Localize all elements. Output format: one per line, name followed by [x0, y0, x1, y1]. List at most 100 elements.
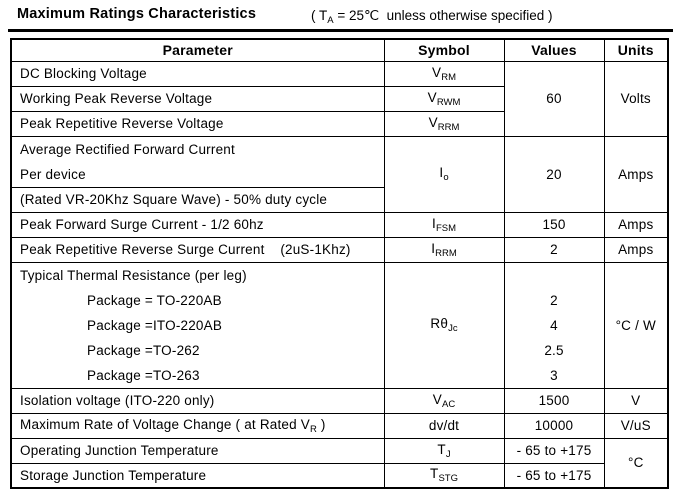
unit-amps-forward: Amps — [603, 135, 669, 213]
value-dvdt: 10000 — [503, 412, 605, 439]
thermal-title: Typical Thermal Resistance (per leg) — [20, 267, 247, 283]
thermal-value-ito220ab: 4 — [550, 317, 558, 333]
table-row-avg-forward-current: Average Rectified Forward Current Per de… — [10, 135, 669, 213]
unit-volts-per-microsecond: V/uS — [603, 412, 669, 439]
table-row-reverse-surge: Peak Repetitive Reverse Surge Current (2… — [10, 236, 669, 263]
title-underline — [8, 29, 673, 32]
conditions-subscript: A — [327, 15, 334, 26]
table-row-forward-surge: Peak Forward Surge Current - 1/2 60hz IF… — [10, 211, 669, 238]
symbol-vac: VAC — [383, 387, 505, 414]
param-text-pre: Maximum Rate of Voltage Change ( at Rate… — [20, 416, 310, 432]
symbol-base: I — [431, 240, 436, 256]
param-line-2: Per device — [20, 166, 86, 182]
thermal-value-to262: 2.5 — [544, 342, 564, 358]
param-line-1: Average Rectified Forward Current — [20, 141, 235, 157]
package-to262: Package =TO-262 — [87, 342, 200, 358]
symbol-subscript: RM — [441, 71, 456, 83]
symbol-tstg: TSTG — [383, 462, 505, 489]
package-to220ab: Package = TO-220AB — [87, 292, 222, 308]
unit-celsius-per-watt: °C / W — [603, 261, 669, 389]
symbol-ifsm: IFSM — [383, 211, 505, 238]
symbol-subscript: STG — [438, 473, 458, 485]
conditions-text-post: unless otherwise specified ) — [379, 8, 553, 23]
table-row-avg-forward-note: (Rated VR-20Khz Square Wave) - 50% duty … — [10, 186, 668, 213]
thermal-value-to220ab: 2 — [550, 292, 558, 308]
symbol-base: T — [430, 466, 439, 482]
value-forward-current: 20 — [503, 135, 605, 213]
col-header-parameter: Parameter — [10, 38, 385, 62]
conditions-text-mid: = 25℃ — [333, 8, 380, 23]
symbol-subscript: RRM — [435, 247, 457, 259]
package-ito220ab: Package =ITO-220AB — [87, 317, 223, 333]
maximum-ratings-table: Parameter Symbol Values Units DC Blockin… — [10, 38, 669, 489]
col-header-symbol: Symbol — [383, 38, 505, 62]
symbol-subscript: AC — [442, 398, 456, 410]
symbol-base: V — [427, 89, 437, 105]
param-storage-junction-temp: Storage Junction Temperature — [10, 462, 385, 489]
table-row-storage-junction: Storage Junction Temperature TSTG - 65 t… — [10, 462, 668, 489]
symbol-base: V — [432, 64, 442, 80]
value-operating-junction-temp: - 65 to +175 — [503, 437, 605, 464]
symbol-base: dv/dt — [428, 418, 460, 433]
param-dc-blocking-voltage: DC Blocking Voltage — [10, 60, 385, 87]
param-rated-duty-cycle-note: (Rated VR-20Khz Square Wave) - 50% duty … — [10, 186, 385, 213]
unit-celsius: °C — [603, 437, 669, 489]
param-average-rectified-forward-current: Average Rectified Forward Current Per de… — [10, 135, 385, 188]
param-peak-repetitive-reverse-surge: Peak Repetitive Reverse Surge Current (2… — [10, 236, 385, 263]
unit-volts-isolation: V — [603, 387, 669, 414]
param-subscript: R — [310, 423, 317, 435]
symbol-subscript: RWM — [436, 96, 461, 108]
param-max-rate-voltage-change: Maximum Rate of Voltage Change ( at Rate… — [10, 412, 385, 439]
symbol-base: I — [431, 215, 436, 231]
param-working-peak-reverse-voltage: Working Peak Reverse Voltage — [10, 85, 385, 112]
table-row-operating-junction: Operating Junction Temperature TJ - 65 t… — [10, 437, 669, 489]
param-text-post: ) — [316, 416, 326, 432]
symbol-subscript: FSM — [435, 222, 456, 234]
header-row: Parameter Symbol Values Units — [10, 38, 669, 62]
table-row-peak-repetitive: Peak Repetitive Reverse Voltage VRRM — [10, 110, 668, 137]
symbol-base: Rθ — [430, 316, 449, 331]
symbol-dvdt: dv/dt — [383, 412, 505, 439]
symbol-base: V — [432, 391, 442, 407]
value-reverse-surge: 2 — [503, 236, 605, 263]
table-row-working-peak: Working Peak Reverse Voltage VRWM — [10, 85, 668, 112]
param-thermal-resistance: Typical Thermal Resistance (per leg) Pac… — [10, 261, 385, 389]
symbol-vrrm: VRRM — [383, 110, 505, 137]
param-operating-junction-temp: Operating Junction Temperature — [10, 437, 385, 464]
symbol-base: V — [428, 114, 438, 130]
value-forward-surge: 150 — [503, 211, 605, 238]
param-peak-forward-surge-current: Peak Forward Surge Current - 1/2 60hz — [10, 211, 385, 238]
test-conditions: ( TA = 25℃ unless otherwise specified ) — [311, 8, 553, 26]
symbol-subscript: o — [443, 172, 449, 183]
col-header-units: Units — [603, 38, 669, 62]
thermal-value-to263: 3 — [550, 367, 558, 383]
symbol-vrm: VRM — [383, 60, 505, 87]
col-header-values: Values — [503, 38, 605, 62]
value-blocking-voltage: 60 — [503, 60, 605, 137]
symbol-base: I — [439, 165, 444, 180]
table-row-thermal-resistance: Typical Thermal Resistance (per leg) Pac… — [10, 261, 669, 389]
symbol-rtheta-jc: RθJc — [383, 261, 505, 389]
symbol-io: Io — [383, 135, 505, 213]
unit-amps-surge: Amps — [603, 211, 669, 238]
symbol-base: T — [437, 441, 446, 457]
symbol-vrwm: VRWM — [383, 85, 505, 112]
param-isolation-voltage: Isolation voltage (ITO-220 only) — [10, 387, 385, 414]
symbol-irrm: IRRM — [383, 236, 505, 263]
conditions-text-pre: ( T — [311, 8, 328, 23]
symbol-subscript: Jc — [448, 323, 458, 334]
thermal-value-spacer — [505, 263, 603, 288]
symbol-subscript: J — [445, 448, 451, 460]
symbol-tj: TJ — [383, 437, 505, 464]
value-isolation: 1500 — [503, 387, 605, 414]
value-thermal-resistance: 2 4 2.5 3 — [503, 261, 605, 389]
unit-amps-reverse-surge: Amps — [603, 236, 669, 263]
unit-volts: Volts — [603, 60, 669, 137]
table-row-dvdt: Maximum Rate of Voltage Change ( at Rate… — [10, 412, 669, 439]
section-title: Maximum Ratings Characteristics — [17, 6, 257, 22]
value-storage-junction-temp: - 65 to +175 — [503, 462, 605, 489]
package-to263: Package =TO-263 — [87, 367, 200, 383]
symbol-subscript: RRM — [437, 121, 460, 133]
table-row-isolation: Isolation voltage (ITO-220 only) VAC 150… — [10, 387, 669, 414]
